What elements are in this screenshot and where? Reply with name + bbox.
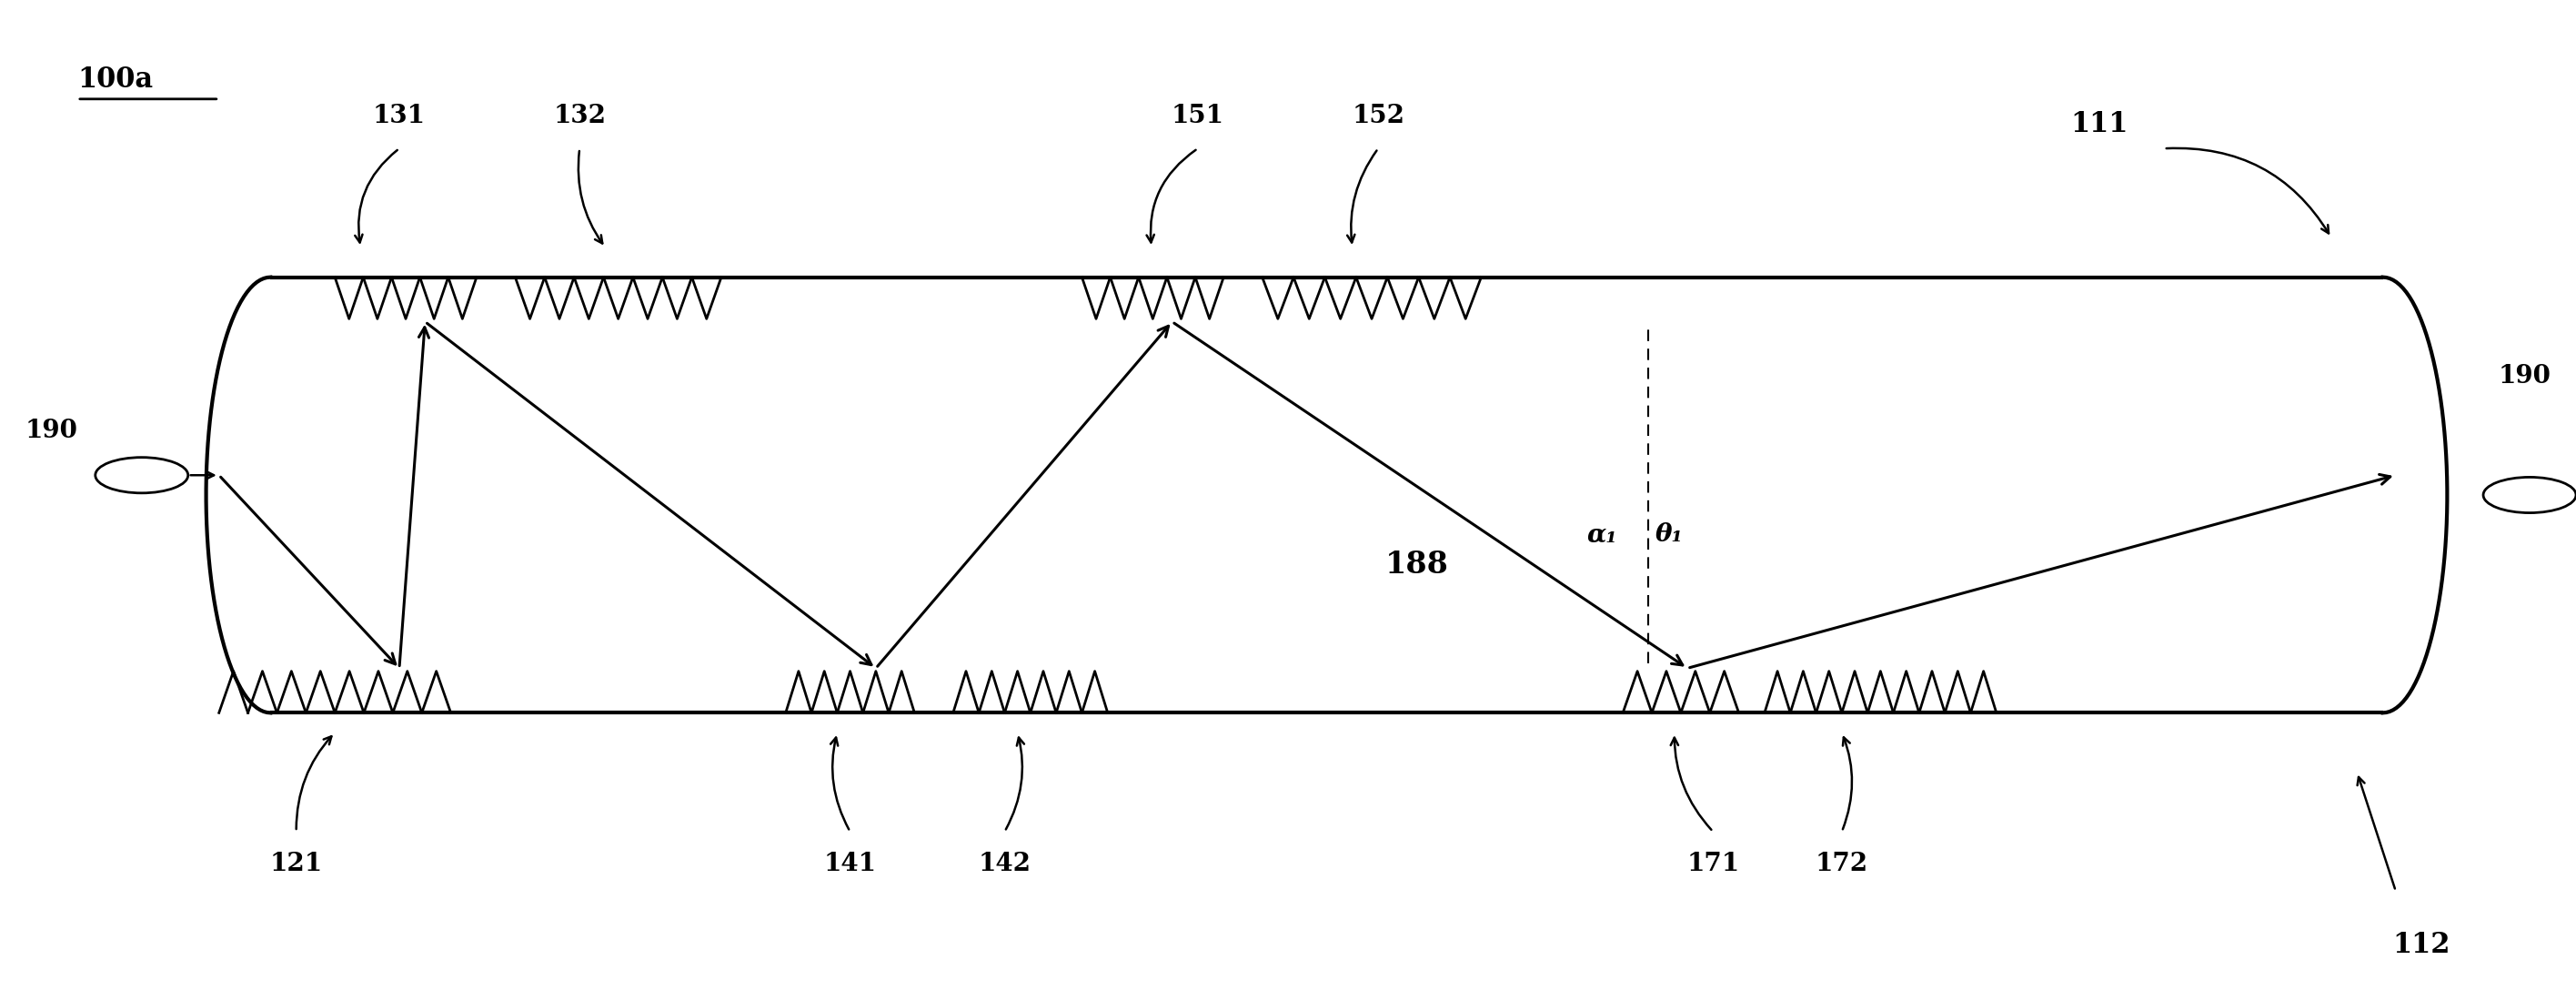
Text: 111: 111	[2071, 111, 2128, 139]
Text: 188: 188	[1386, 549, 1448, 579]
Text: 172: 172	[1816, 851, 1868, 876]
Text: 152: 152	[1352, 104, 1404, 129]
Text: 121: 121	[270, 851, 322, 876]
Text: 171: 171	[1687, 851, 1739, 876]
Text: 190: 190	[2499, 364, 2550, 388]
Text: 142: 142	[979, 851, 1030, 876]
Text: 112: 112	[2393, 931, 2450, 958]
Text: 132: 132	[554, 104, 605, 129]
Text: θ₁: θ₁	[1656, 523, 1682, 546]
Text: 151: 151	[1172, 104, 1224, 129]
Text: 190: 190	[26, 419, 77, 443]
Text: 131: 131	[374, 104, 425, 129]
Text: α₁: α₁	[1587, 523, 1618, 546]
Text: 141: 141	[824, 851, 876, 876]
Text: 100a: 100a	[77, 65, 152, 93]
